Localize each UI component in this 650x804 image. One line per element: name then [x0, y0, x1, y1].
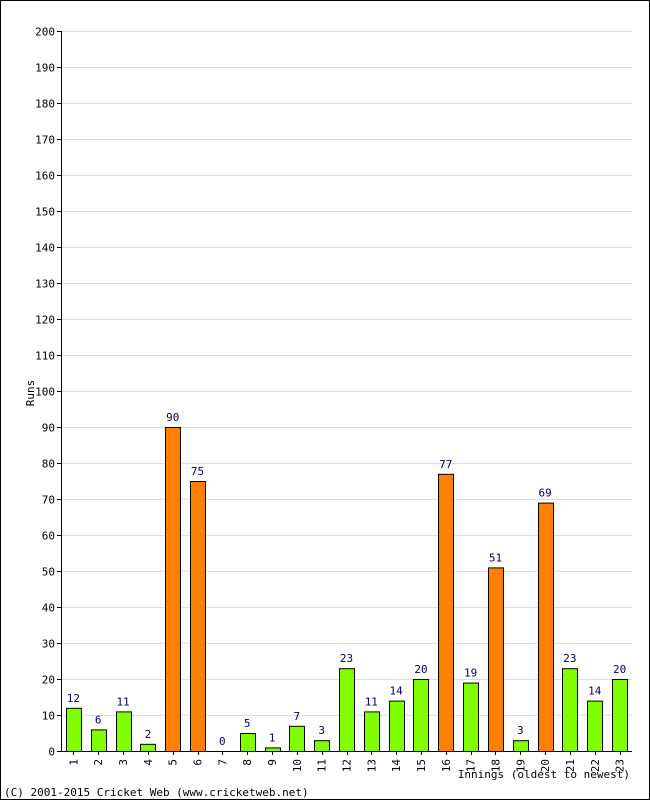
y-tick-label: 100	[35, 386, 55, 399]
bar	[513, 740, 529, 753]
x-tick-label: 18	[489, 759, 502, 772]
bar	[612, 679, 628, 752]
data-label: 14	[588, 685, 602, 698]
bar	[66, 707, 82, 752]
y-axis-title: Runs	[24, 380, 37, 407]
data-label: 51	[489, 551, 502, 564]
bar	[463, 682, 479, 752]
copyright-footer: (C) 2001-2015 Cricket Web (www.cricketwe…	[4, 786, 309, 799]
data-label: 75	[191, 465, 204, 478]
y-tick-label: 150	[35, 206, 55, 219]
data-label: 20	[613, 663, 626, 676]
y-tick-label: 200	[35, 26, 55, 39]
x-tick-label: 11	[316, 759, 329, 772]
data-label: 2	[145, 728, 152, 741]
y-tick-label: 160	[35, 170, 55, 183]
x-tick-label: 3	[117, 759, 130, 766]
y-tick-label: 10	[42, 710, 55, 723]
x-tick-label: 6	[192, 759, 205, 766]
data-label: 77	[439, 458, 452, 471]
bar	[190, 481, 206, 752]
x-tick-label: 17	[465, 759, 478, 772]
y-tick-label: 80	[42, 458, 55, 471]
y-tick-label: 40	[42, 602, 55, 615]
bar	[562, 668, 578, 753]
x-tick-label: 21	[564, 759, 577, 772]
x-tick-label: 8	[241, 759, 254, 766]
x-tick-label: 1	[67, 759, 80, 766]
y-tick-label: 190	[35, 62, 55, 75]
y-tick-label: 0	[48, 746, 55, 759]
data-label: 19	[464, 667, 477, 680]
y-tick-label: 60	[42, 530, 55, 543]
x-tick-label: 13	[365, 759, 378, 772]
data-label: 20	[414, 663, 427, 676]
x-tick-label: 12	[341, 759, 354, 772]
data-label: 3	[318, 724, 325, 737]
y-tick-label: 110	[35, 350, 55, 363]
bar	[438, 473, 454, 752]
data-label: 7	[294, 710, 301, 723]
x-tick-label: 16	[440, 759, 453, 772]
y-tick-label: 90	[42, 422, 55, 435]
x-tick-label: 22	[589, 759, 602, 772]
x-tick-label: 20	[539, 759, 552, 772]
x-tick-label: 14	[390, 759, 403, 773]
bar	[364, 711, 380, 753]
y-tick-label: 170	[35, 134, 55, 147]
x-tick-label: 15	[415, 759, 428, 772]
bar	[240, 733, 256, 752]
x-tick-label: 23	[614, 759, 627, 772]
y-tick-label: 140	[35, 242, 55, 255]
bar	[265, 747, 281, 753]
data-label: 5	[244, 717, 251, 730]
data-label: 3	[517, 724, 524, 737]
x-tick-label: 9	[266, 759, 279, 766]
x-tick-label: 10	[291, 759, 304, 772]
data-label: 23	[563, 652, 576, 665]
data-label: 0	[219, 735, 226, 748]
y-axis-ticks: 0 10 20 30 40 50 60 70 80 90 100 110 120 130 140 150 160…	[35, 26, 61, 759]
x-tick-label: 19	[514, 759, 527, 772]
y-tick-label: 50	[42, 566, 55, 579]
y-tick-label: 120	[35, 314, 55, 327]
y-tick-label: 130	[35, 278, 55, 291]
bar	[116, 711, 132, 753]
bar	[488, 567, 504, 753]
bar	[413, 679, 429, 752]
data-label: 11	[365, 695, 378, 708]
x-axis-ticks: 1 2 3 4 5 6 7 8 9 10 11 12 13 14 15 16 17 18 19 20 21 22 23	[67, 751, 627, 773]
bar	[314, 740, 330, 753]
x-tick-label: 4	[142, 759, 155, 766]
bar	[289, 725, 305, 752]
grid-lines	[61, 31, 632, 716]
data-label: 12	[67, 692, 80, 705]
y-tick-label: 180	[35, 98, 55, 111]
y-tick-label: 20	[42, 674, 55, 687]
x-axis-title: Innings (oldest to newest)	[458, 768, 630, 781]
y-tick-label: 70	[42, 494, 55, 507]
bar	[91, 729, 107, 753]
data-label: 69	[538, 487, 551, 500]
bar	[389, 700, 405, 752]
data-label: 14	[390, 685, 404, 698]
data-label: 1	[269, 731, 276, 744]
data-label: 23	[340, 652, 353, 665]
x-tick-label: 2	[92, 759, 105, 766]
bar	[339, 668, 355, 753]
y-tick-label: 30	[42, 638, 55, 651]
x-tick-label: 5	[167, 759, 180, 766]
bar	[165, 427, 181, 752]
bars	[66, 427, 628, 753]
x-tick-label: 7	[216, 759, 229, 766]
bar	[538, 502, 554, 752]
data-label: 90	[166, 411, 179, 424]
bar	[587, 700, 603, 752]
bar	[140, 743, 156, 752]
data-label: 11	[116, 695, 129, 708]
data-label: 6	[95, 713, 102, 726]
